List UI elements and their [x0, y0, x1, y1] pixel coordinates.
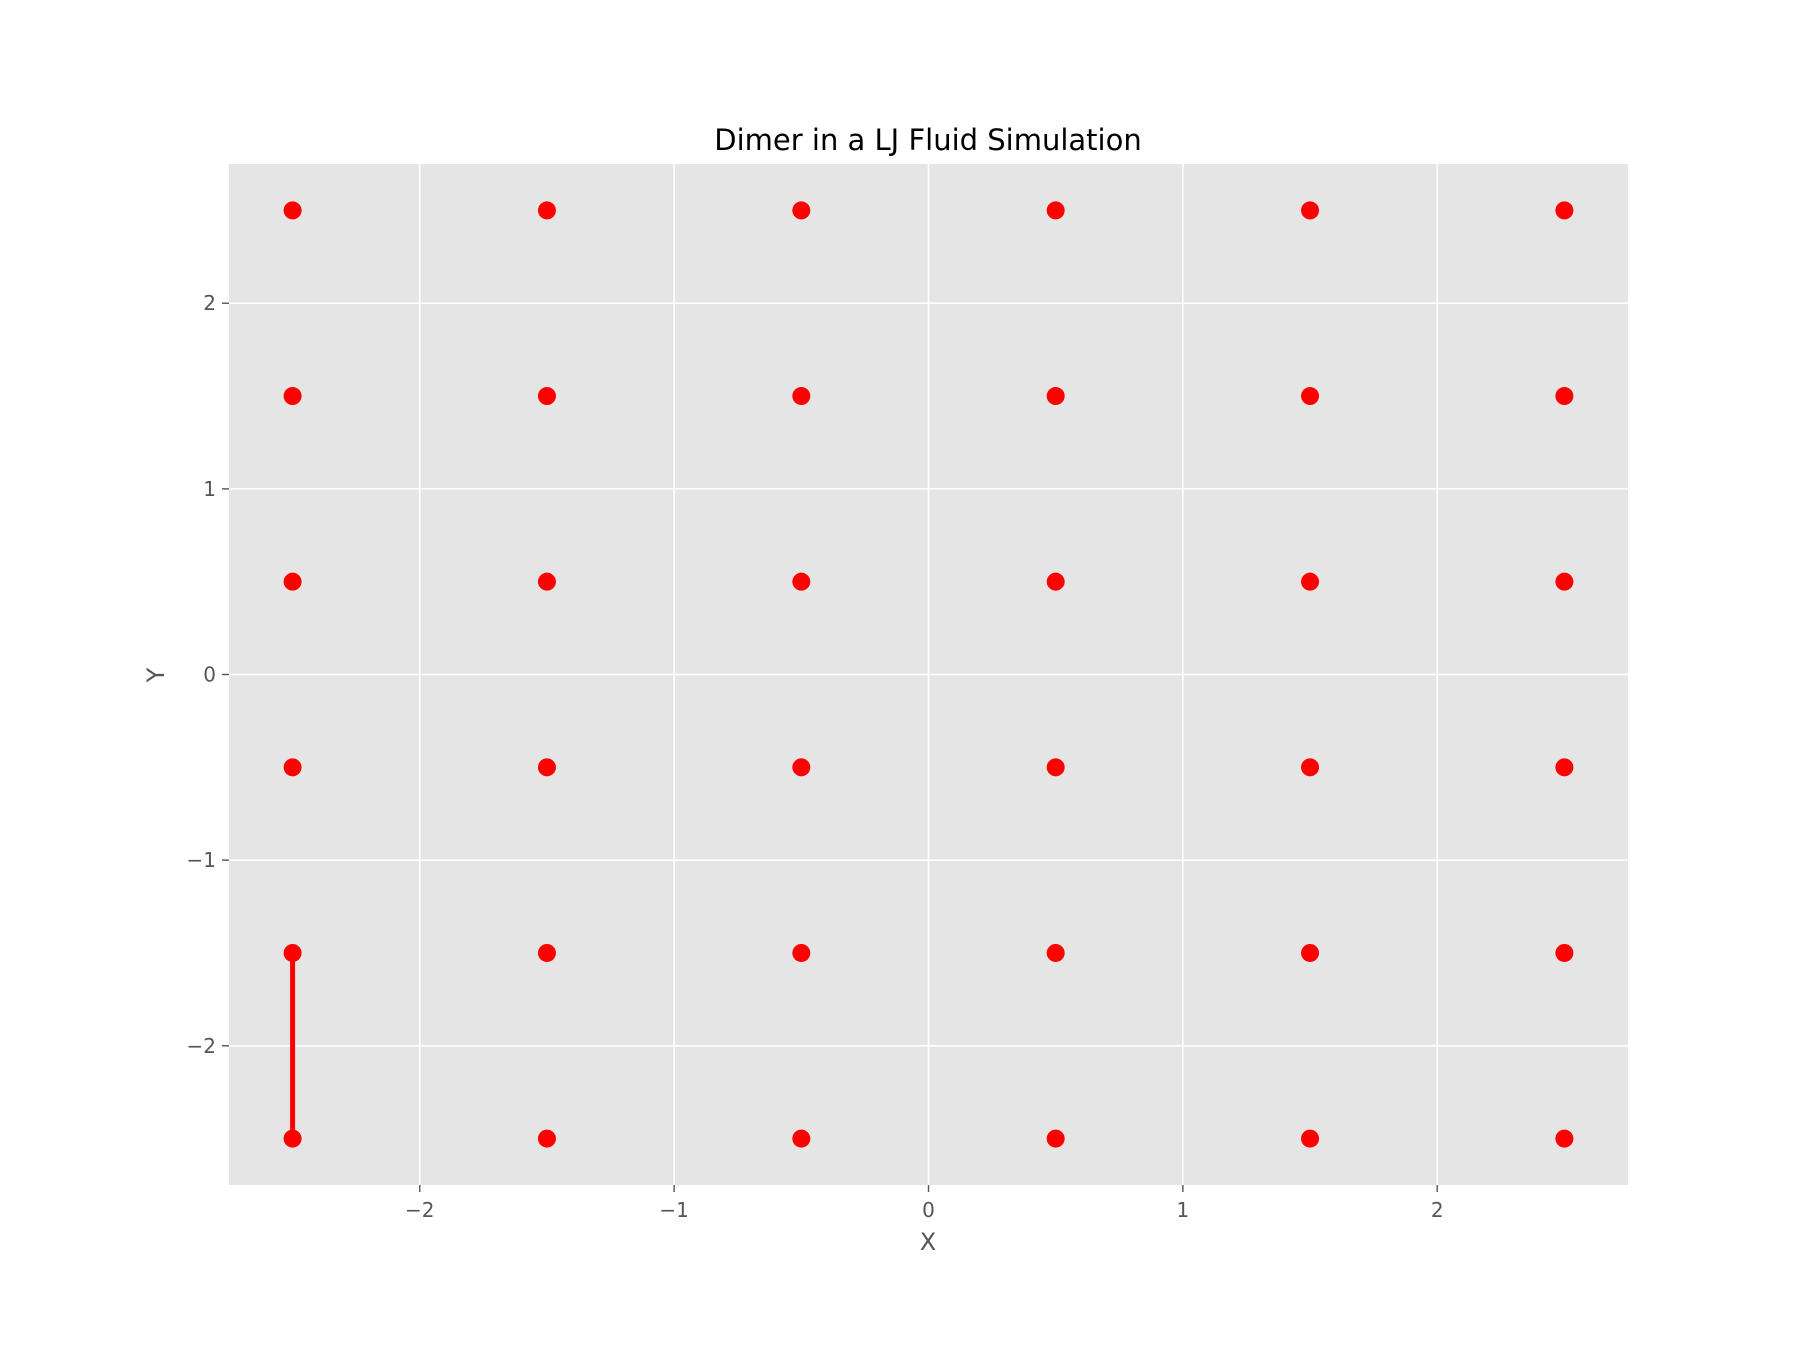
- y-tick-label: 1: [203, 477, 216, 501]
- chart-title: Dimer in a LJ Fluid Simulation: [714, 123, 1141, 157]
- particle-point: [1555, 1129, 1574, 1148]
- particle-point: [537, 387, 556, 406]
- particle-points: [283, 201, 1574, 1148]
- particle-point: [1046, 572, 1065, 591]
- particle-point: [1555, 387, 1574, 406]
- particle-point: [792, 387, 811, 406]
- particle-point: [792, 943, 811, 962]
- particle-point: [283, 758, 302, 777]
- particle-point: [1046, 1129, 1065, 1148]
- x-tick-label: 0: [922, 1198, 935, 1222]
- particle-point: [1301, 387, 1320, 406]
- particle-point: [1301, 572, 1320, 591]
- particle-point: [1046, 758, 1065, 777]
- particle-point: [1555, 201, 1574, 220]
- y-tick-label: −1: [187, 848, 216, 872]
- grid-lines: [229, 164, 1628, 1185]
- particle-point: [792, 201, 811, 220]
- particle-point: [283, 1129, 302, 1148]
- particle-point: [537, 758, 556, 777]
- particle-point: [537, 201, 556, 220]
- particle-point: [537, 943, 556, 962]
- particle-point: [1555, 572, 1574, 591]
- y-axis-label: Y: [142, 667, 170, 683]
- particle-point: [1046, 943, 1065, 962]
- particle-point: [537, 1129, 556, 1148]
- x-tick-label: −2: [405, 1198, 434, 1222]
- particle-point: [1046, 201, 1065, 220]
- particle-point: [283, 387, 302, 406]
- particle-point: [283, 201, 302, 220]
- x-tick-label: 2: [1431, 1198, 1444, 1222]
- particle-point: [1555, 943, 1574, 962]
- particle-point: [792, 1129, 811, 1148]
- particle-point: [792, 758, 811, 777]
- particle-point: [1555, 758, 1574, 777]
- x-axis-label: X: [920, 1228, 936, 1256]
- y-tick-label: −2: [187, 1034, 216, 1058]
- particle-point: [283, 943, 302, 962]
- particle-point: [283, 572, 302, 591]
- particle-point: [1301, 758, 1320, 777]
- particle-point: [792, 572, 811, 591]
- axis-ticks: −2 −1 0 1 2 −2 −1 0 1 2: [187, 291, 1444, 1222]
- y-tick-label: 2: [203, 291, 216, 315]
- y-tick-label: 0: [203, 663, 216, 687]
- particle-point: [1301, 1129, 1320, 1148]
- particle-point: [537, 572, 556, 591]
- particle-point: [1046, 387, 1065, 406]
- x-tick-label: 1: [1176, 1198, 1189, 1222]
- x-tick-label: −1: [659, 1198, 688, 1222]
- particle-point: [1301, 943, 1320, 962]
- particle-point: [1301, 201, 1320, 220]
